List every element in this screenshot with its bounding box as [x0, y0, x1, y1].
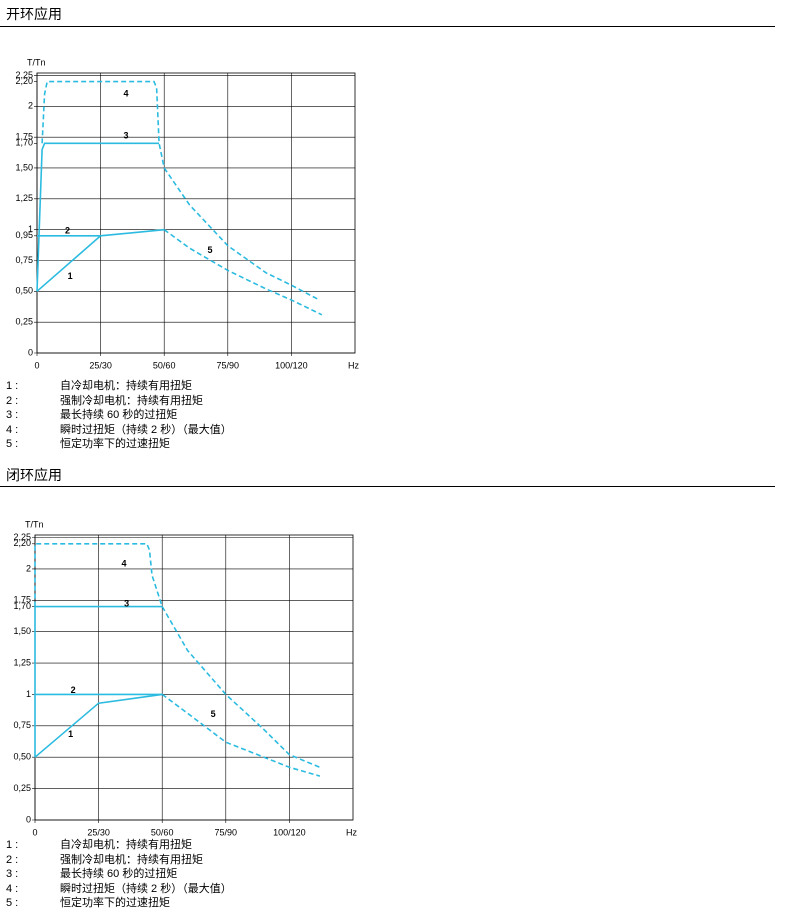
series-line: [36, 142, 160, 292]
y-tick-label: 0,75: [15, 255, 33, 265]
note-text: 自冷却电机：持续有用扭矩: [60, 380, 192, 392]
section-title: 闭环应用: [6, 467, 62, 483]
y-tick-label: 1,25: [13, 657, 31, 667]
plot-frame: [36, 72, 356, 354]
series-label: 5: [211, 709, 216, 719]
series-line: [34, 543, 163, 607]
y-tick-label: 1: [26, 689, 31, 699]
series-line: [34, 693, 163, 758]
note-text: 最长持续 60 秒的过扭矩: [60, 868, 178, 880]
series-label: 3: [124, 598, 129, 608]
x-tick-label: 0: [34, 360, 39, 370]
y-tick-label: 2,20: [15, 76, 33, 86]
x-tick-label: 25/30: [87, 827, 110, 837]
note-num: 4 :: [6, 882, 19, 895]
note-text: 瞬时过扭矩（持续 2 秒）（最大值）: [60, 423, 232, 436]
y-axis-label: T/Tn: [25, 519, 44, 529]
x-tick-label: 100/120: [275, 360, 308, 370]
section-title: 开环应用: [6, 6, 62, 22]
note: 4 : 瞬时过扭矩（持续 2 秒）（最大值）: [6, 882, 232, 897]
series-line: [41, 80, 165, 169]
y-tick-label: 1,50: [15, 162, 33, 172]
x-axis-label: Hz: [346, 827, 357, 837]
y-axis-label: T/Tn: [27, 57, 46, 67]
rule: [0, 26, 775, 27]
rule: [0, 486, 775, 487]
y-tick-label: 0: [26, 814, 31, 824]
y-tick-label: 0,25: [15, 317, 33, 327]
note-text: 最长持续 60 秒的过扭矩: [60, 409, 178, 421]
note: 2 : 强制冷却电机：持续有用扭矩: [6, 853, 232, 868]
note: 3 : 最长持续 60 秒的过扭矩: [6, 867, 232, 882]
y-tick-label: 1,75: [13, 595, 31, 605]
series-line: [161, 606, 321, 777]
note-num: 4 :: [6, 423, 19, 436]
y-tick-label: 2: [26, 563, 31, 573]
note-num: 1 :: [6, 380, 19, 392]
y-tick-label: 0,25: [13, 783, 31, 793]
y-tick-label: 0,95: [15, 230, 33, 240]
note-text: 强制冷却电机：持续有用扭矩: [60, 853, 203, 866]
y-tick-label: 1,50: [13, 626, 31, 636]
x-axis-label: Hz: [348, 360, 359, 370]
note-num: 3 :: [6, 868, 19, 880]
note-num: 5 :: [6, 897, 19, 909]
note: 4 : 瞬时过扭矩（持续 2 秒）（最大值）: [6, 423, 232, 438]
note-text: 恒定功率下的过速扭矩: [60, 897, 170, 909]
series-label: 1: [68, 271, 73, 281]
note-text: 恒定功率下的过速扭矩: [60, 438, 170, 450]
chart: 0 0,25 0,50 0,75 1 1,25 1,50 1,701,75 2 2,202,25 0…: [13, 519, 357, 837]
series-line: [163, 167, 323, 316]
note: 3 : 最长持续 60 秒的过扭矩: [6, 408, 232, 423]
note: 1 : 自冷却电机：持续有用扭矩: [6, 379, 232, 394]
note: 5 : 恒定功率下的过速扭矩: [6, 437, 232, 452]
x-tick-label: 50/60: [151, 827, 174, 837]
x-tick-label: 75/90: [217, 360, 240, 370]
series-label: 3: [124, 130, 129, 140]
notes: 1 : 自冷却电机：持续有用扭矩 2 : 强制冷却电机：持续有用扭矩 3 : 最长持续 6…: [6, 838, 232, 911]
plot-frame: [34, 534, 354, 821]
series-label: 2: [71, 685, 76, 695]
note-text: 自冷却电机：持续有用扭矩: [60, 839, 192, 851]
note-num: 2 :: [6, 394, 19, 407]
note-text: 瞬时过扭矩（持续 2 秒）（最大值）: [60, 882, 232, 895]
y-tick-label: 0,50: [13, 752, 31, 762]
y-tick-label: 1,25: [15, 193, 33, 203]
x-tick-label: 100/120: [273, 827, 306, 837]
series-label: 4: [122, 558, 127, 568]
series-label: 4: [124, 88, 129, 98]
y-tick-label: 1: [28, 224, 33, 234]
note: 1 : 自冷却电机：持续有用扭矩: [6, 838, 232, 853]
y-tick-label: 0: [28, 347, 33, 357]
note-text: 强制冷却电机：持续有用扭矩: [60, 394, 203, 407]
note-num: 1 :: [6, 839, 19, 851]
note-num: 2 :: [6, 853, 19, 866]
y-tick-label: 2: [28, 101, 33, 111]
y-tick-label: 1,75: [15, 132, 33, 142]
chart: 00,250,500,750,9511,251,501,701,7522,202…: [15, 57, 359, 370]
y-tick-label: 1,70: [13, 601, 31, 611]
note: 2 : 强制冷却电机：持续有用扭矩: [6, 394, 232, 409]
y-tick-label: 0,50: [15, 286, 33, 296]
x-tick-label: 0: [32, 827, 37, 837]
series-label: 1: [68, 729, 73, 739]
notes: 1 : 自冷却电机：持续有用扭矩 2 : 强制冷却电机：持续有用扭矩 3 : 最长持续 6…: [6, 379, 232, 452]
y-tick-label: 1,70: [15, 138, 33, 148]
note-num: 3 :: [6, 409, 19, 421]
x-tick-label: 50/60: [153, 360, 176, 370]
series-label: 5: [207, 245, 212, 255]
note: 5 : 恒定功率下的过速扭矩: [6, 896, 232, 911]
y-tick-label: 2,25: [13, 532, 31, 542]
y-tick-label: 2,25: [15, 70, 33, 80]
note-num: 5 :: [6, 438, 19, 450]
y-tick-label: 0,75: [13, 720, 31, 730]
x-tick-label: 25/30: [89, 360, 112, 370]
y-tick-label: 2,20: [13, 538, 31, 548]
x-tick-label: 75/90: [215, 827, 238, 837]
series-label: 2: [65, 225, 70, 235]
